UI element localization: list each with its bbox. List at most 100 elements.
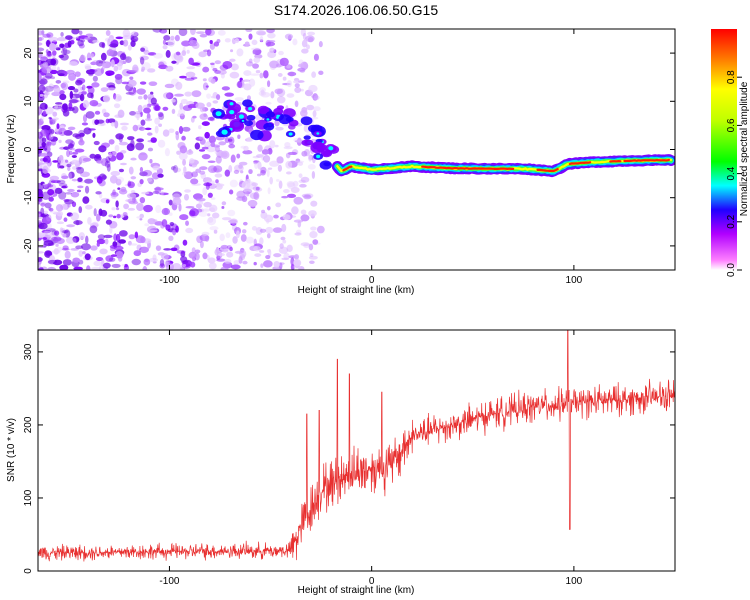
spectrogram-speckle	[311, 170, 316, 179]
spectrogram-speckle	[42, 61, 49, 68]
spectrogram-speckle	[175, 81, 183, 90]
spectrogram-speckle	[201, 153, 211, 160]
spectrogram-speckle	[57, 156, 64, 164]
spectrogram-speckle	[93, 260, 102, 267]
spectrogram-speckle	[61, 185, 68, 189]
spectrogram-speckle	[87, 92, 94, 99]
spectrogram-speckle	[58, 183, 68, 187]
spectrogram-speckle	[87, 216, 92, 225]
spectrogram-speckle	[96, 176, 103, 184]
spectrogram-speckle	[198, 51, 207, 58]
spectrogram-ridge-peak	[568, 161, 592, 166]
spectrogram-speckle	[299, 183, 307, 188]
spectrogram-speckle	[283, 252, 290, 260]
spectrogram-speckle	[100, 158, 109, 167]
spectrogram-speckle	[122, 35, 132, 40]
spectrogram-speckle	[293, 219, 304, 223]
spectrogram-speckle	[161, 207, 171, 216]
spectrogram-speckle	[131, 258, 141, 266]
spectrogram-speckle	[56, 211, 64, 217]
spectrogram-speckle	[207, 192, 213, 198]
spectrogram-speckle	[42, 230, 53, 238]
spectrogram-speckle	[303, 243, 310, 249]
spectrogram-speckle	[96, 123, 106, 127]
spectrogram-speckle	[41, 54, 47, 62]
spectrogram-speckle	[121, 81, 130, 85]
spectrogram-speckle	[110, 59, 115, 68]
spectrogram-speckle	[120, 53, 127, 61]
spectrogram-speckle	[228, 189, 234, 195]
spectrogram-speckle	[301, 39, 308, 48]
spectrogram-speckle	[183, 166, 187, 174]
spectrogram-y-tick-label: 10	[23, 95, 34, 107]
spectrogram-speckle	[71, 178, 78, 182]
spectrogram-speckle	[210, 142, 216, 148]
spectrogram-blob	[263, 122, 275, 131]
spectrogram-speckle	[263, 155, 271, 163]
spectrogram-speckle	[137, 95, 143, 100]
spectrogram-speckle	[46, 151, 53, 158]
spectrogram-speckle	[147, 132, 153, 136]
spectrogram-speckle	[50, 180, 61, 184]
spectrogram-speckle	[253, 261, 257, 266]
spectrogram-speckle	[38, 263, 41, 268]
spectrogram-speckle	[139, 166, 144, 173]
colorbar-tick-label: 0.0	[726, 263, 737, 277]
spectrogram-speckle	[253, 57, 261, 64]
spectrogram-speckle	[255, 227, 263, 235]
spectrogram-speckle	[92, 39, 100, 44]
spectrogram-speckle	[102, 61, 106, 70]
spectrogram-speckle	[213, 229, 218, 234]
spectrogram-speckle	[225, 232, 231, 239]
spectrogram-speckle	[176, 54, 184, 63]
spectrogram-speckle	[294, 232, 302, 236]
spectrogram-speckle	[178, 125, 184, 135]
spectrogram-speckle	[273, 260, 280, 268]
spectrogram-speckle	[178, 29, 188, 37]
spectrogram-speckle	[179, 102, 184, 110]
colorbar-axes: 0.0 0.2 0.4 0.6 0.8	[726, 70, 742, 277]
spectrogram-speckle	[257, 161, 262, 170]
spectrogram-speckle	[105, 70, 115, 76]
spectrogram-speckle	[298, 59, 304, 65]
spectrogram-speckle	[114, 120, 119, 129]
spectrogram-speckle	[311, 116, 319, 120]
spectrogram-speckle	[136, 244, 142, 251]
spectrogram-speckle	[266, 80, 271, 88]
spectrogram-speckle	[85, 111, 95, 119]
spectrogram-speckle	[59, 90, 65, 95]
spectrogram-speckle	[86, 85, 93, 89]
spectrogram-speckle	[259, 87, 266, 93]
spectrogram-speckle	[313, 53, 319, 62]
spectrogram-speckle	[124, 32, 133, 36]
spectrogram-speckle	[77, 185, 84, 189]
spectrogram-speckle	[181, 260, 189, 264]
spectrogram-speckle	[163, 248, 172, 251]
spectrogram-speckle	[161, 219, 168, 227]
spectrogram-speckle	[154, 221, 164, 226]
spectrogram-speckle	[44, 85, 54, 92]
spectrogram-speckle	[41, 229, 51, 234]
snr-y-tick-label: 0	[23, 568, 34, 574]
spectrogram-speckle	[207, 160, 216, 164]
spectrogram-speckle	[79, 95, 84, 100]
spectrogram-speckle	[157, 252, 165, 256]
spectrogram-speckle	[58, 191, 67, 200]
spectrogram-speckle	[38, 124, 43, 129]
spectrogram-speckle	[209, 43, 216, 50]
spectrogram-ridge-peak	[421, 165, 515, 171]
spectrogram-speckle	[265, 226, 274, 234]
spectrogram-speckle	[95, 59, 104, 67]
spectrogram-speckle	[59, 93, 67, 101]
spectrogram-blob	[285, 116, 294, 122]
spectrogram-speckle	[65, 35, 73, 41]
spectrogram-speckle	[134, 113, 142, 119]
spectrogram-speckle	[38, 51, 43, 59]
spectrogram-speckle	[118, 230, 128, 237]
snr-y-tick-label: 200	[23, 416, 34, 433]
snr-panel: -100 0 100 0 100 200 300 Height of straight li…	[6, 329, 676, 596]
spectrogram-speckle	[111, 194, 117, 199]
spectrogram-speckle	[201, 231, 210, 236]
spectrogram-speckle	[245, 236, 255, 244]
spectrogram-speckle	[253, 191, 260, 200]
